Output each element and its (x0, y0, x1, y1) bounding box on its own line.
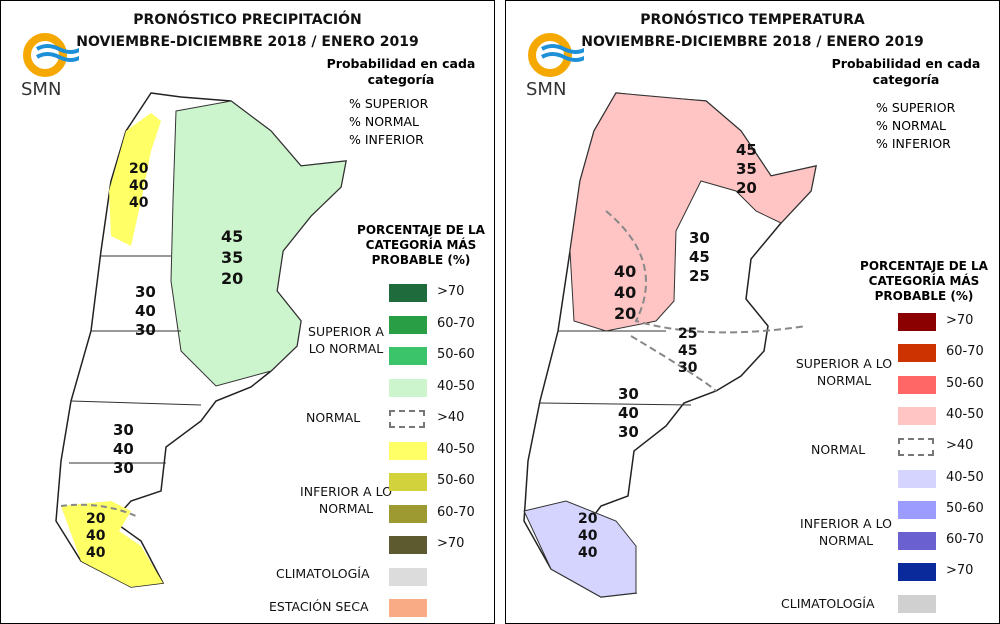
region-label: 30 45 25 (689, 229, 710, 285)
inferior-region-north (109, 113, 161, 246)
legend-swatch (898, 313, 936, 331)
region-label: 30 40 30 (618, 385, 639, 441)
legend-label: 60-70 (437, 504, 475, 520)
region-label: 40 40 20 (614, 262, 637, 323)
legend-swatch (898, 469, 936, 488)
prob-title: Probabilidad en cada categoría (831, 56, 981, 87)
legend-title: PORCENTAJE DE LA CATEGORÍA MÁS PROBABLE … (860, 259, 988, 303)
legend-swatch (898, 532, 936, 551)
legend-label: 40-50 (946, 406, 984, 422)
legend-swatch (389, 378, 427, 397)
legend-label: >70 (946, 563, 974, 579)
region-label: 20 40 40 (578, 511, 598, 561)
temperature-map (523, 92, 817, 598)
legend-group-clim: CLIMATOLOGÍA (276, 566, 370, 581)
legend-label: 40-50 (437, 441, 475, 457)
legend-swatch (898, 563, 936, 582)
legend-swatch (389, 441, 427, 460)
legend-swatch (389, 504, 427, 523)
legend-swatch (898, 344, 936, 363)
legend-swatch (389, 347, 427, 365)
legend-label: 60-70 (946, 344, 984, 360)
legend-swatch-normal (389, 410, 425, 428)
legend-swatch (898, 500, 936, 519)
legend-label: >70 (437, 284, 465, 299)
legend-label: 60-70 (437, 315, 475, 331)
legend-label: >40 (946, 438, 974, 454)
legend-swatch (389, 536, 427, 554)
legend-group-clim: CLIMATOLOGÍA (781, 596, 875, 611)
category-list: % SUPERIOR% NORMAL% INFERIOR (876, 100, 956, 151)
region-label: 30 40 30 (113, 421, 134, 477)
legend-group-superior: SUPERIOR A LO NORMAL (308, 324, 384, 356)
legend-label: 50-60 (437, 347, 475, 362)
legend-label: 50-60 (946, 375, 984, 391)
panel-title: PRONÓSTICO PRECIPITACIÓN NOVIEMBRE-DICIEM… (76, 12, 419, 50)
logo-text: SMN (21, 79, 62, 100)
panel-title: PRONÓSTICO TEMPERATURA NOVIEMBRE-DICIEMBR… (581, 12, 924, 50)
legend-label: 40-50 (437, 378, 475, 394)
legend-label: 60-70 (946, 532, 984, 548)
region-label: 25 45 30 (678, 326, 698, 376)
legend-title: PORCENTAJE DE LA CATEGORÍA MÁS PROBABLE … (357, 223, 485, 267)
legend-group-seca: ESTACIÓN SECA (269, 599, 369, 614)
legend-swatch (898, 594, 936, 613)
region-label: 30 40 30 (135, 283, 156, 339)
legend-group-superior: SUPERIOR A LO NORMAL (795, 356, 893, 388)
legend-label: >70 (437, 536, 465, 551)
prob-title: Probabilidad en cada categoría (326, 56, 476, 87)
legend-group-normal: NORMAL (306, 410, 361, 425)
legend-swatch (898, 406, 936, 425)
inferior-region-south (61, 501, 163, 587)
superior-region (170, 100, 347, 387)
region-label: 45 35 20 (221, 227, 244, 288)
smn-logo-icon (528, 33, 584, 77)
legend-label: >70 (946, 313, 974, 328)
legend-label: >40 (437, 410, 465, 425)
legend-swatch (389, 567, 427, 586)
legend-swatch-normal (898, 438, 934, 457)
logo-text: SMN (526, 79, 567, 100)
smn-logo-icon (23, 33, 79, 77)
legend-group-normal: NORMAL (811, 442, 866, 457)
legend-swatch (389, 284, 427, 302)
superior-region (569, 92, 817, 332)
legend-swatch (389, 599, 427, 617)
legend-swatch (389, 473, 427, 491)
precipitation-map (55, 92, 347, 588)
legend-swatch (898, 375, 936, 394)
temperature-panel: PRONÓSTICO TEMPERATURA NOVIEMBRE-DICIEMBR… (505, 0, 1000, 624)
legend-label: 40-50 (946, 469, 984, 485)
region-label: 20 40 40 (129, 161, 149, 211)
legend-group-inferior: INFERIOR A LO NORMAL (800, 516, 892, 548)
precipitation-panel: PRONÓSTICO PRECIPITACIÓN NOVIEMBRE-DICIEM… (0, 0, 495, 624)
category-list: % SUPERIOR% NORMAL% INFERIOR (349, 96, 429, 147)
region-label: 45 35 20 (736, 141, 757, 197)
legend-label: 50-60 (437, 473, 475, 488)
legend-group-inferior: INFERIOR A LO NORMAL (300, 484, 392, 516)
inferior-region (523, 500, 637, 598)
legend-swatch (389, 315, 427, 334)
legend-label: 50-60 (946, 500, 984, 516)
region-label: 20 40 40 (86, 511, 106, 561)
